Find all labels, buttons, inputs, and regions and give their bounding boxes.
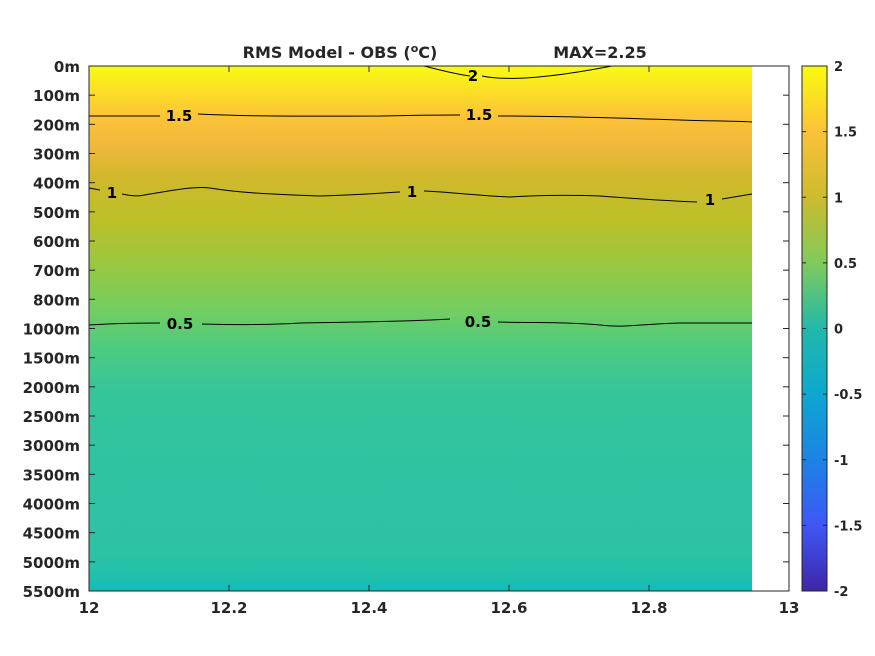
x-tick-label: 13: [779, 599, 800, 617]
y-tick-label: 200m: [33, 116, 80, 134]
y-tick-label: 5500m: [23, 583, 80, 601]
y-tick-label: 100m: [33, 87, 80, 105]
colorbar-tick-label: 0: [834, 323, 843, 338]
contour-label-1-left: 1: [107, 184, 117, 202]
contour-label-1-5-left: 1.5: [166, 107, 193, 125]
colorbar: 2 1.5 1 0.5 0 -0.5 -1 -1.5 -2: [801, 60, 862, 600]
y-tick-label: 0m: [54, 58, 80, 76]
y-tick-label: 400m: [33, 175, 80, 193]
x-tick-label: 12.2: [210, 599, 247, 617]
y-tick-label: 300m: [33, 146, 80, 164]
contour-label-1-right: 1: [705, 191, 715, 209]
contour-label-1-mid: 1: [407, 183, 417, 201]
y-tick-label: 4000m: [23, 496, 80, 514]
plot-area: 2 1.5 1.5 1 1 1 0.5 0.5: [88, 65, 790, 592]
colorbar-tick-label: -2: [834, 585, 848, 600]
x-axis: 12 12.2 12.4 12.6 12.8 13: [79, 66, 800, 617]
colorbar-tick-label: 1: [834, 191, 843, 206]
contour-line-2: [423, 65, 613, 79]
y-tick-label: 1500m: [23, 350, 80, 368]
colorbar-tick-label: 0.5: [834, 257, 857, 272]
y-tick-label: 500m: [33, 204, 80, 222]
contour-line-1: [88, 187, 753, 203]
y-tick-label: 3500m: [23, 466, 80, 484]
x-tick-label: 12.4: [350, 599, 387, 617]
contour-lines: [88, 65, 753, 327]
colorbar-tick-label: -0.5: [834, 388, 862, 403]
colorbar-tick-label: 1.5: [834, 126, 857, 141]
x-tick-label: 12: [79, 599, 100, 617]
chart-title: RMS Model - OBS (oC): [243, 42, 438, 62]
chart-max-label: MAX=2.25: [553, 43, 647, 62]
y-axis: 0m 100m 200m 300m 400m 500m 600m 700m 800m 1000m 1…: [23, 58, 789, 601]
colorbar-tick-label: -1: [834, 454, 848, 469]
contour-line-0-5: [88, 318, 752, 327]
y-tick-label: 1000m: [23, 321, 80, 339]
contour-label-2: 2: [468, 67, 478, 85]
y-tick-label: 5000m: [23, 554, 80, 572]
x-tick-label: 12.6: [490, 599, 527, 617]
y-tick-label: 2000m: [23, 379, 80, 397]
contour-label-1-5-mid: 1.5: [466, 106, 493, 124]
contour-labels: 2 1.5 1.5 1 1 1 0.5 0.5: [107, 67, 715, 333]
contour-line-1-5: [89, 113, 753, 123]
y-tick-label: 4500m: [23, 525, 80, 543]
colorbar-tick-label: -1.5: [834, 519, 862, 534]
y-tick-label: 2500m: [23, 408, 80, 426]
y-tick-label: 800m: [33, 291, 80, 309]
y-tick-label: 700m: [33, 262, 80, 280]
colorbar-ticks: 2 1.5 1 0.5 0 -0.5 -1 -1.5 -2: [802, 60, 862, 600]
y-tick-label: 600m: [33, 233, 80, 251]
contour-label-0-5-left: 0.5: [167, 315, 194, 333]
colorbar-tick-label: 2: [834, 60, 843, 75]
heatmap-field: [89, 66, 752, 591]
y-tick-label: 3000m: [23, 437, 80, 455]
x-tick-label: 12.8: [630, 599, 667, 617]
contour-label-0-5-mid: 0.5: [465, 313, 492, 331]
